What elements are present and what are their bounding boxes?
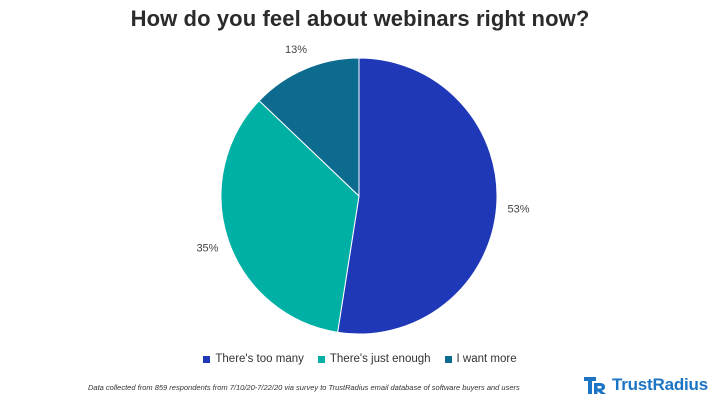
- legend-item-just-enough: There's just enough: [317, 353, 431, 365]
- slice-label: 13%: [285, 44, 307, 56]
- chart-title: How do you feel about webinars right now…: [130, 6, 590, 31]
- legend: There's too many There's just enough I w…: [0, 353, 720, 365]
- slice-want-more: [258, 57, 360, 198]
- slice-too-many: [337, 57, 498, 335]
- brand-logo: TrustRadius: [582, 374, 708, 396]
- legend-label: There's too many: [215, 353, 304, 365]
- legend-swatch: [444, 355, 452, 363]
- legend-label: There's just enough: [329, 353, 431, 365]
- trustradius-logo-icon: [583, 377, 606, 394]
- footnote: Data collected from 859 respondents from…: [88, 383, 520, 392]
- slice-just-enough: [220, 100, 360, 333]
- legend-label: I want more: [456, 353, 517, 365]
- legend-swatch: [317, 355, 325, 363]
- slice-label: 35%: [196, 242, 218, 254]
- legend-item-want-more: I want more: [444, 353, 517, 365]
- brand-name: TrustRadius: [611, 375, 708, 394]
- slice-label: 53%: [508, 203, 530, 215]
- legend-item-too-many: There's too many: [203, 353, 304, 365]
- legend-swatch: [203, 355, 211, 363]
